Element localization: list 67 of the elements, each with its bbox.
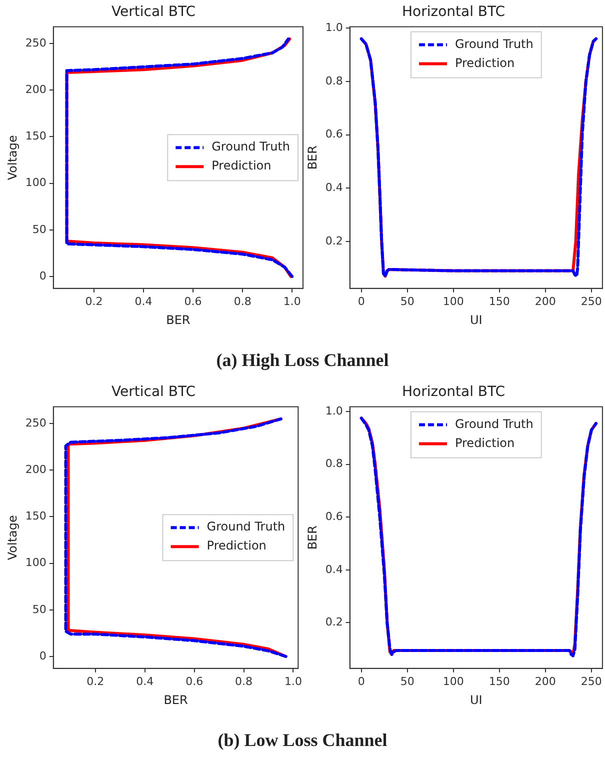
y-tick-label: 50 [32,222,46,236]
x-axis-title: UI [470,312,482,327]
x-tick-label: 0.4 [134,294,152,308]
x-tick-label: 0.8 [234,294,252,308]
y-tick-label: 0 [39,649,46,662]
legend-label: Prediction [454,436,515,450]
y-tick-label: 150 [25,130,46,143]
legend-label: Prediction [212,158,272,173]
x-tick-label: 0 [358,674,365,688]
x-tick-label: 0.4 [136,674,154,688]
x-tick-label: 100 [442,294,464,308]
y-axis-title: Voltage [5,135,20,180]
y-axis-title: BER [305,146,320,170]
y-tick-label: 1.0 [325,404,343,418]
text: (b) Low Loss Channel [216,730,388,751]
x-tick-label: 50 [400,674,414,688]
x-tick-label: 50 [400,294,414,308]
y-tick-label: 0.2 [325,234,343,248]
y-tick-label: 250 [25,36,46,50]
x-tick-label: 0.6 [184,294,202,308]
x-tick-label: 200 [534,674,556,688]
chart-title: Horizontal BTC [402,4,506,20]
y-tick-label: 0.2 [325,616,343,629]
x-tick-label: 200 [534,294,556,308]
chart-title: Vertical BTC [112,4,196,20]
legend-label: Prediction [454,56,515,70]
y-tick-label: 0.4 [325,180,343,194]
y-tick-label: 0 [39,269,46,282]
y-tick-label: 100 [25,176,46,190]
y-tick-label: 0.4 [325,562,343,576]
x-axis-title: UI [470,692,482,707]
x-axis-title: BER [164,692,188,707]
y-tick-label: 200 [25,463,46,476]
y-tick-label: 250 [25,416,46,430]
x-tick-label: 250 [580,674,602,688]
legend-label: Ground Truth [454,416,534,431]
x-tick-label: 150 [488,294,510,308]
x-axis-title: BER [166,312,190,327]
y-tick-label: 1.0 [325,20,343,34]
x-tick-label: 0.2 [86,674,104,688]
chart-title: Vertical BTC [112,384,196,400]
legend-label: Prediction [206,538,266,553]
x-tick-label: 0.2 [85,294,103,308]
y-tick-label: 100 [25,556,46,570]
y-axis-title: BER [305,526,320,550]
legend-label: Ground Truth [206,520,286,534]
y-tick-label: 0.8 [325,74,343,88]
text: (a) High Loss Channel [215,350,390,371]
y-tick-label: 150 [25,510,46,523]
y-tick-label: 0.6 [325,510,343,523]
y-tick-label: 200 [25,83,46,96]
chart-title: Horizontal BTC [402,384,506,400]
y-tick-label: 0.6 [325,128,343,141]
y-tick-label: 0.8 [325,457,343,470]
y-tick-label: 50 [32,602,46,616]
line-series [360,37,598,278]
x-tick-label: 0.6 [186,674,204,688]
x-tick-label: 0 [358,294,365,308]
legend-label: Ground Truth [212,140,290,154]
y-axis-title: Voltage [5,515,20,560]
x-tick-label: 1.0 [283,294,301,308]
legend-label: Ground Truth [454,36,534,51]
x-tick-label: 1.0 [284,674,302,688]
x-tick-label: 100 [442,674,464,688]
x-tick-label: 0.8 [235,674,253,688]
x-tick-label: 150 [488,674,510,688]
x-tick-label: 250 [580,294,602,308]
